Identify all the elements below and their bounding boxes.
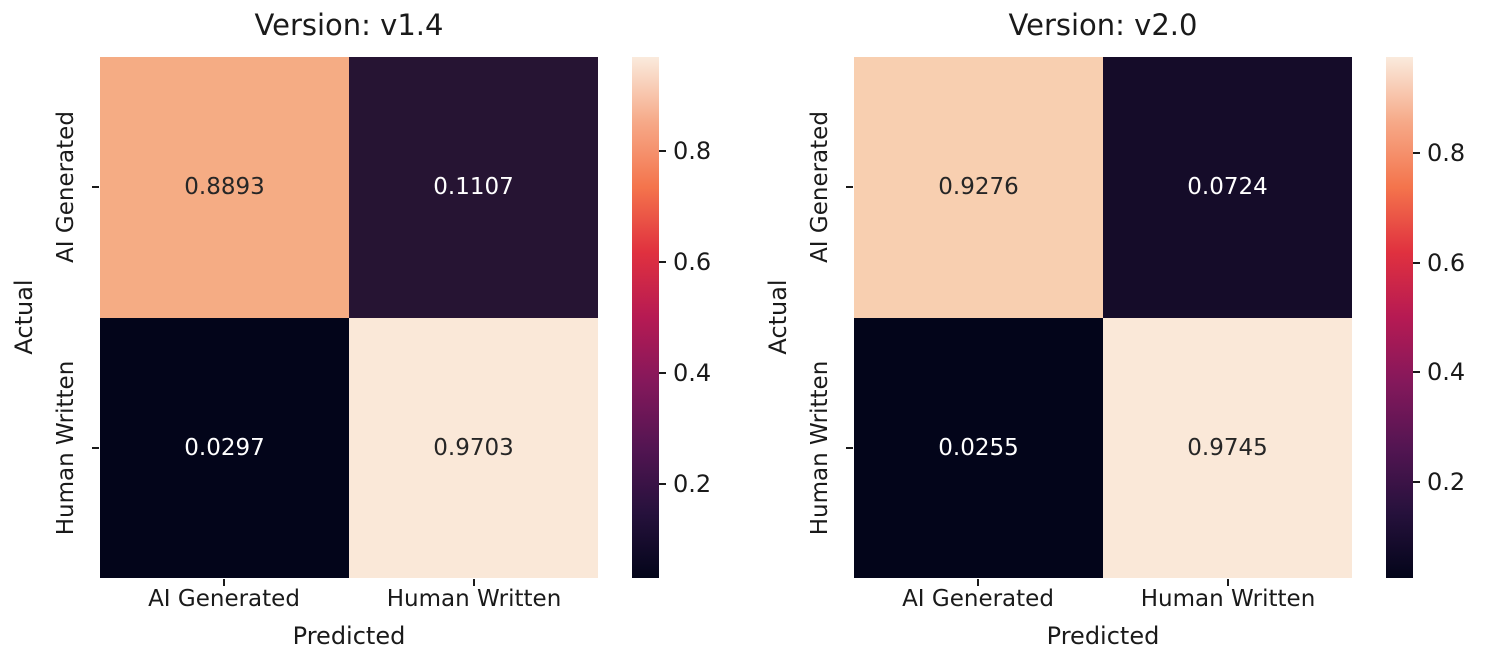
x-tick-mark <box>223 579 225 586</box>
y-tick-mark <box>92 186 99 188</box>
y-tick-label-ai-generated: AI Generated <box>807 111 833 263</box>
confusion-matrix-figure-v1-4: Version: v1.4 Actual AI Generated Human … <box>10 8 712 650</box>
colorbar-tick-label: 0.2 <box>673 469 712 498</box>
colorbar-tick-mark <box>659 482 666 485</box>
colorbar <box>1386 57 1413 578</box>
colorbar-tick-label: 0.4 <box>1427 358 1466 387</box>
colorbar-tick-mark <box>1413 151 1420 154</box>
colorbar-tick-mark <box>659 371 666 374</box>
chart-title: Version: v2.0 <box>1008 8 1198 42</box>
colorbar-tick-label: 0.2 <box>1427 468 1466 497</box>
colorbar-tick-label: 0.8 <box>1427 138 1466 167</box>
heatmap-cell: 0.0255 <box>854 317 1103 578</box>
chart-title: Version: v1.4 <box>254 8 444 42</box>
confusion-matrix-figure-v2-0: Version: v2.0 Actual AI Generated Human … <box>754 0 1508 665</box>
colorbar-tick-label: 0.4 <box>673 358 712 387</box>
colorbar <box>632 57 659 578</box>
x-axis-label: Predicted <box>292 622 406 650</box>
confusion-matrix-heatmap: 0.8893 0.1107 0.0297 0.9703 <box>100 57 598 578</box>
x-axis-label: Predicted <box>1046 622 1160 650</box>
colorbar-tick-mark <box>1413 371 1420 374</box>
y-axis-label: Actual <box>10 279 38 355</box>
colorbar-tick-mark <box>1413 261 1420 264</box>
x-tick-label-ai-generated: AI Generated <box>902 586 1054 612</box>
heatmap-cell: 0.1107 <box>349 57 598 318</box>
x-tick-label-human-written: Human Written <box>386 586 562 612</box>
heatmap-cell: 0.8893 <box>100 57 349 318</box>
heatmap-cell: 0.0297 <box>100 317 349 578</box>
colorbar-tick-mark <box>1413 481 1420 484</box>
x-tick-mark <box>977 579 979 586</box>
heatmap-cell: 0.9703 <box>349 317 598 578</box>
colorbar-tick-label: 0.6 <box>673 248 712 277</box>
y-axis-label: Actual <box>764 279 792 355</box>
y-tick-mark <box>846 186 853 188</box>
heatmap-cell: 0.9745 <box>1103 317 1352 578</box>
y-tick-label-human-written: Human Written <box>807 360 833 536</box>
y-tick-mark <box>92 447 99 449</box>
x-tick-label-ai-generated: AI Generated <box>148 586 300 612</box>
y-tick-label-ai-generated: AI Generated <box>53 111 79 263</box>
y-tick-mark <box>846 447 853 449</box>
heatmap-cell: 0.0724 <box>1103 57 1352 318</box>
confusion-matrix-heatmap: 0.9276 0.0724 0.0255 0.9745 <box>854 57 1352 578</box>
x-tick-mark <box>1227 579 1229 586</box>
colorbar-tick-label: 0.8 <box>673 137 712 166</box>
colorbar-tick-label: 0.6 <box>1427 248 1466 277</box>
x-tick-label-human-written: Human Written <box>1140 586 1316 612</box>
x-tick-mark <box>473 579 475 586</box>
y-tick-label-human-written: Human Written <box>53 360 79 536</box>
colorbar-tick-mark <box>659 261 666 264</box>
colorbar-tick-mark <box>659 150 666 153</box>
heatmap-cell: 0.9276 <box>854 57 1103 318</box>
